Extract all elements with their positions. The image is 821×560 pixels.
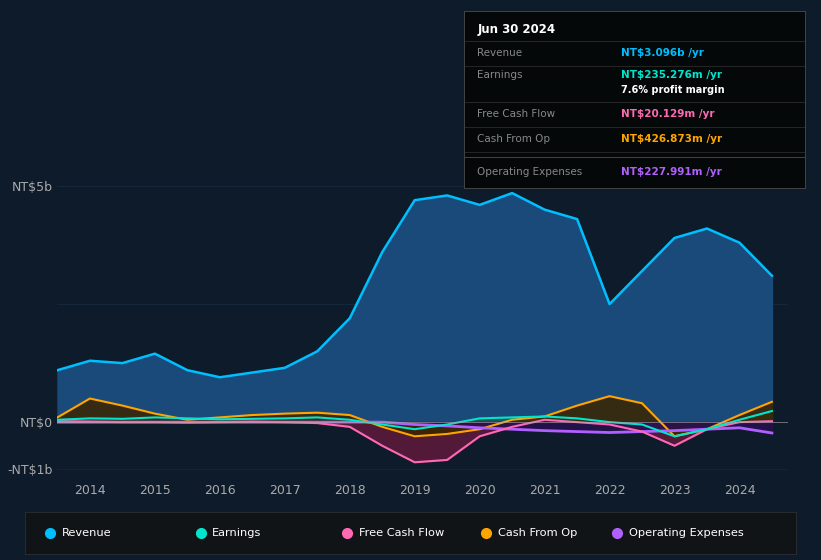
Text: NT$227.991m /yr: NT$227.991m /yr xyxy=(621,167,722,177)
Text: NT$426.873m /yr: NT$426.873m /yr xyxy=(621,134,722,144)
Text: Revenue: Revenue xyxy=(62,529,112,538)
Text: Operating Expenses: Operating Expenses xyxy=(478,167,583,177)
Text: Cash From Op: Cash From Op xyxy=(498,529,577,538)
Text: Free Cash Flow: Free Cash Flow xyxy=(478,109,556,119)
Text: Free Cash Flow: Free Cash Flow xyxy=(359,529,444,538)
Text: NT$235.276m /yr: NT$235.276m /yr xyxy=(621,70,722,80)
Text: Jun 30 2024: Jun 30 2024 xyxy=(478,22,556,35)
Text: Earnings: Earnings xyxy=(478,70,523,80)
Text: Earnings: Earnings xyxy=(212,529,262,538)
Text: Operating Expenses: Operating Expenses xyxy=(629,529,744,538)
Text: Cash From Op: Cash From Op xyxy=(478,134,551,144)
Text: Revenue: Revenue xyxy=(478,48,523,58)
Text: NT$20.129m /yr: NT$20.129m /yr xyxy=(621,109,714,119)
Text: 7.6% profit margin: 7.6% profit margin xyxy=(621,85,724,95)
Text: NT$3.096b /yr: NT$3.096b /yr xyxy=(621,48,704,58)
